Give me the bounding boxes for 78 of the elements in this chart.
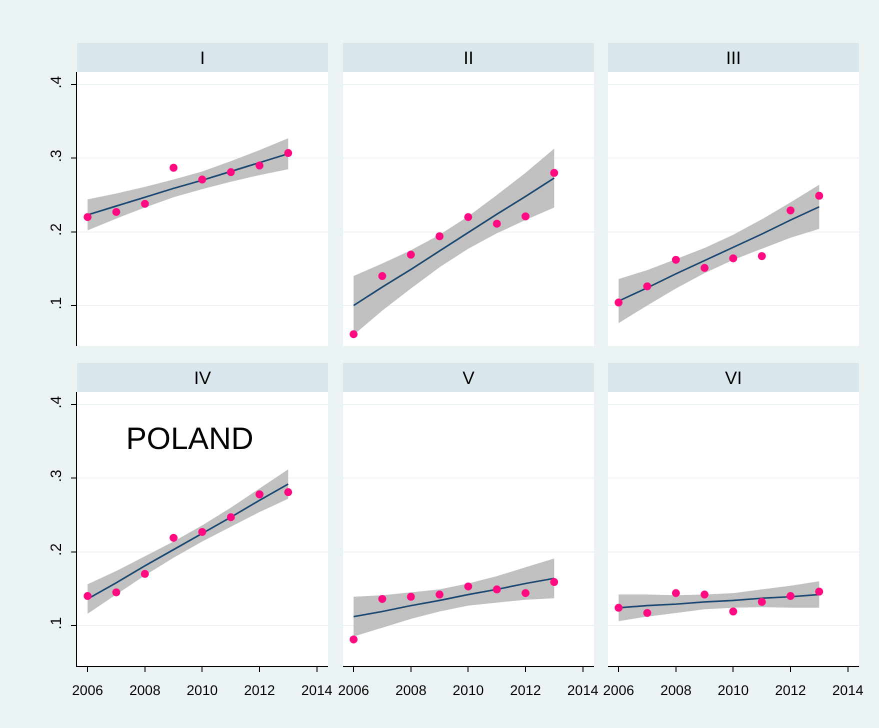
point	[672, 589, 680, 598]
point	[614, 298, 623, 307]
point	[140, 570, 149, 578]
x-tick-label: 2008	[660, 682, 692, 698]
point	[700, 590, 709, 599]
x-tick-label: 2014	[301, 682, 333, 698]
point	[435, 590, 444, 599]
point	[406, 250, 414, 259]
chart-title: III	[726, 48, 742, 68]
chart-title: II	[462, 48, 474, 68]
point	[729, 607, 738, 616]
point	[521, 212, 530, 220]
y-tick-label: .4	[48, 76, 65, 89]
point	[349, 330, 358, 338]
y-tick-label: .1	[48, 296, 65, 310]
x-tick-label: 2012	[244, 682, 276, 698]
point	[521, 589, 530, 598]
point	[464, 582, 472, 590]
point	[464, 213, 472, 222]
point	[140, 200, 149, 208]
x-tick-label: 2006	[603, 682, 634, 698]
point	[406, 592, 414, 601]
y-tick-label: .3	[48, 150, 65, 162]
point	[256, 162, 264, 170]
point	[84, 592, 92, 600]
point	[614, 604, 623, 612]
x-tick-label: 2012	[509, 682, 541, 698]
point	[758, 598, 766, 606]
x-tick-label: 2006	[338, 682, 369, 698]
point	[672, 256, 680, 264]
point	[226, 168, 235, 176]
x-tick-label: 2010	[452, 682, 484, 698]
point	[112, 588, 120, 596]
point	[198, 176, 206, 184]
chart-title: I	[200, 48, 206, 68]
x-tick-label: 2006	[72, 682, 104, 698]
point	[758, 252, 766, 260]
point	[815, 192, 824, 200]
x-tick-label: 2010	[186, 682, 218, 698]
point	[378, 272, 386, 280]
x-tick-label: 2014	[832, 682, 864, 698]
point	[550, 168, 558, 177]
y-tick-label: .2	[48, 543, 65, 556]
point	[284, 488, 292, 496]
x-tick-label: 2010	[718, 682, 749, 698]
y-tick-label: .4	[48, 396, 65, 409]
point	[700, 264, 709, 272]
point	[170, 164, 178, 172]
chart-title: IV	[194, 368, 212, 388]
point	[378, 594, 386, 603]
chart-title: V	[462, 368, 474, 388]
point	[492, 220, 500, 228]
point	[492, 585, 500, 594]
point	[786, 592, 795, 600]
point	[349, 635, 358, 644]
point	[284, 149, 292, 158]
y-tick-label: .2	[48, 223, 65, 236]
point	[84, 213, 92, 222]
chart-title: VI	[724, 368, 742, 388]
point	[815, 588, 824, 596]
x-tick-label: 2008	[394, 682, 426, 698]
y-tick-label: .1	[48, 616, 65, 630]
y-tick-label: .3	[48, 470, 65, 482]
annotation: POLAND	[126, 421, 254, 456]
point	[226, 513, 235, 522]
point	[786, 206, 795, 214]
x-tick-label: 2014	[566, 682, 598, 698]
point	[643, 608, 652, 617]
point	[435, 232, 444, 240]
point	[550, 578, 558, 586]
point	[170, 534, 178, 542]
point	[643, 282, 652, 290]
point	[198, 528, 206, 536]
point	[112, 208, 120, 216]
x-tick-label: 2012	[774, 682, 806, 698]
point	[729, 254, 738, 262]
point	[256, 490, 264, 498]
x-tick-label: 2008	[129, 682, 161, 698]
